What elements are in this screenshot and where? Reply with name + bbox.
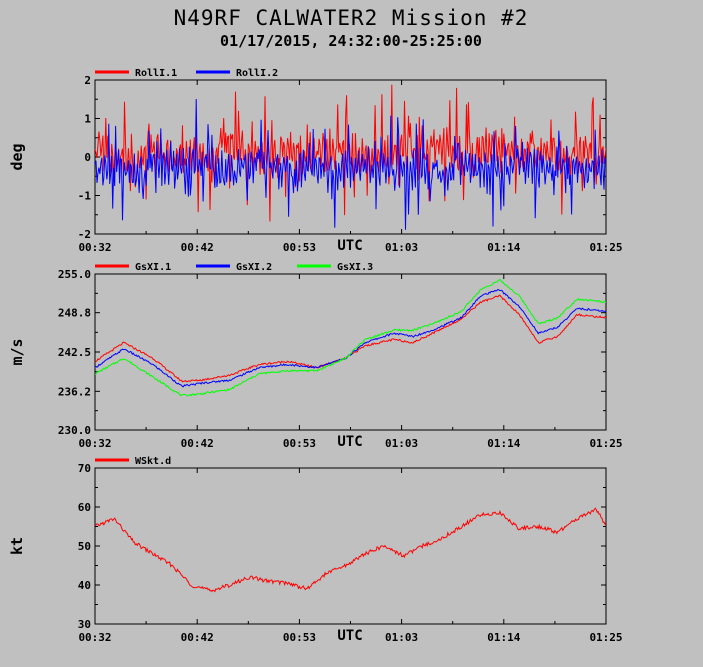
y-tick-label: 60 — [78, 501, 91, 514]
y-tick-label: 30 — [78, 618, 91, 631]
series-group — [95, 278, 606, 397]
legend-label: GsXI.1 — [135, 262, 171, 273]
y-tick-label: 70 — [78, 462, 91, 475]
x-tick-label: 00:42 — [181, 437, 214, 450]
y-axis-label: kt — [8, 537, 26, 555]
x-tick-label: 00:53 — [283, 631, 316, 644]
panels: -2 -1 0 1 2 00:32 00:42 00:53 01:03 01:14 01:25 UTC… — [8, 68, 623, 644]
y-tick-label: 248.8 — [58, 307, 91, 320]
y-tick-label: 1 — [84, 113, 91, 126]
y-tick-label: 50 — [78, 540, 91, 553]
x-tick-label: 01:25 — [589, 631, 622, 644]
y-tick-label: 230.0 — [58, 424, 91, 437]
x-tick-label: 01:03 — [385, 437, 418, 450]
x-tick-label: 00:42 — [181, 631, 214, 644]
series-line-RollI.2 — [95, 98, 606, 230]
plot-frame — [94, 467, 607, 625]
series-line-GsXI.2 — [95, 288, 606, 388]
plot-frame — [94, 273, 607, 431]
x-tick-label: 00:53 — [283, 241, 316, 254]
panel-2: 230.0 236.2 242.5 248.8 255.0 00:32 00:42 00:53… — [8, 262, 623, 450]
y-axis-label: m/s — [8, 338, 26, 365]
series-group — [95, 84, 606, 230]
y-tick-label: 255.0 — [58, 268, 91, 281]
x-tick-label: 01:14 — [487, 437, 520, 450]
legend-label: GsXI.3 — [337, 262, 373, 273]
x-tick-label: 01:25 — [589, 437, 622, 450]
x-tick-label: 01:03 — [385, 241, 418, 254]
x-tick-label: 01:25 — [589, 241, 622, 254]
x-axis-label: UTC — [337, 434, 362, 450]
x-tick-label: 01:14 — [487, 241, 520, 254]
series-line-GsXI.1 — [95, 294, 606, 383]
panel-3: 30 40 50 60 70 00:32 00:42 00:53 01:03 01:14 01:25… — [8, 456, 623, 644]
series-line-GsXI.3 — [95, 278, 606, 397]
chart-title: N49RF CALWATER2 Mission #2 — [174, 6, 529, 30]
legend-label: GsXI.2 — [236, 262, 272, 273]
legend-label: WSkt.d — [135, 456, 171, 467]
x-axis-label: UTC — [337, 628, 362, 644]
x-tick-label: 00:32 — [78, 437, 111, 450]
y-tick-label: 242.5 — [58, 346, 91, 359]
x-tick-label: 00:42 — [181, 241, 214, 254]
chart-subtitle: 01/17/2015, 24:32:00-25:25:00 — [220, 32, 482, 50]
legend-label: RollI.2 — [236, 68, 278, 79]
y-tick-label: 40 — [78, 579, 91, 592]
y-tick-label: 236.2 — [58, 385, 91, 398]
series-line-RollI.1 — [95, 84, 606, 222]
y-tick-label: -1 — [78, 190, 92, 203]
x-tick-label: 00:32 — [78, 241, 111, 254]
series-group — [95, 507, 606, 593]
x-tick-label: 01:03 — [385, 631, 418, 644]
x-tick-label: 00:32 — [78, 631, 111, 644]
y-tick-label: -2 — [78, 228, 91, 241]
x-tick-label: 00:53 — [283, 437, 316, 450]
series-line-WSkt.d — [95, 507, 606, 593]
y-tick-label: 2 — [84, 74, 91, 87]
y-tick-label: 0 — [84, 151, 91, 164]
x-tick-label: 01:14 — [487, 631, 520, 644]
x-axis-label: UTC — [337, 238, 362, 254]
legend-label: RollI.1 — [135, 68, 177, 79]
y-axis-label: deg — [8, 143, 26, 170]
panel-1: -2 -1 0 1 2 00:32 00:42 00:53 01:03 01:14 01:25 UTC… — [8, 68, 623, 254]
